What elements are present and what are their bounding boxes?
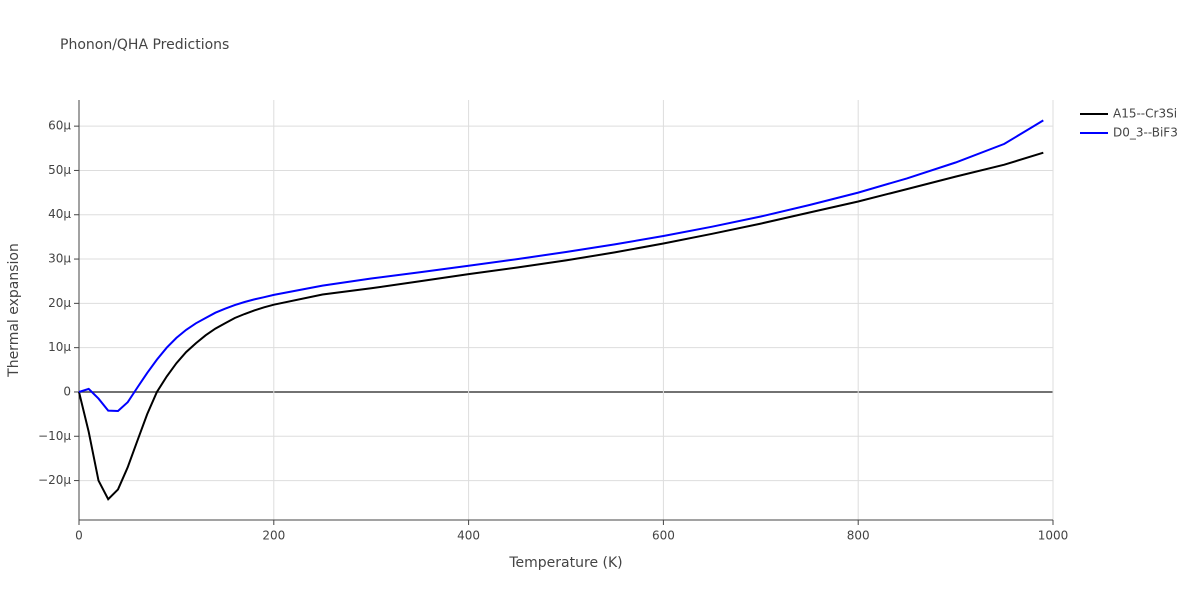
x-tick-label: 200 [262, 529, 285, 543]
series-line [78, 151, 1044, 501]
y-tick-label: 30µ [48, 252, 71, 266]
series-line [78, 119, 1044, 413]
y-tick-label: 10µ [48, 340, 71, 354]
x-tick-label: 0 [75, 529, 83, 543]
x-tick-label: 600 [652, 529, 675, 543]
chart-title: Phonon/QHA Predictions [60, 37, 229, 53]
y-tick-label: 60µ [48, 119, 71, 133]
x-tick-label: 1000 [1038, 529, 1069, 543]
legend-label: D0_3--BiF3 [1113, 126, 1178, 140]
y-tick-label: 50µ [48, 163, 71, 177]
y-axis-label: Thermal expansion [6, 243, 22, 378]
x-tick-label: 400 [457, 529, 480, 543]
y-tick-label: 0 [63, 384, 71, 398]
y-tick-label: −20µ [38, 473, 71, 487]
y-tick-label: 20µ [48, 296, 71, 310]
y-tick-label: −10µ [38, 429, 71, 443]
x-axis-label: Temperature (K) [508, 555, 622, 571]
legend-label: A15--Cr3Si [1113, 107, 1177, 121]
x-tick-label: 800 [847, 529, 870, 543]
y-tick-label: 40µ [48, 207, 71, 221]
